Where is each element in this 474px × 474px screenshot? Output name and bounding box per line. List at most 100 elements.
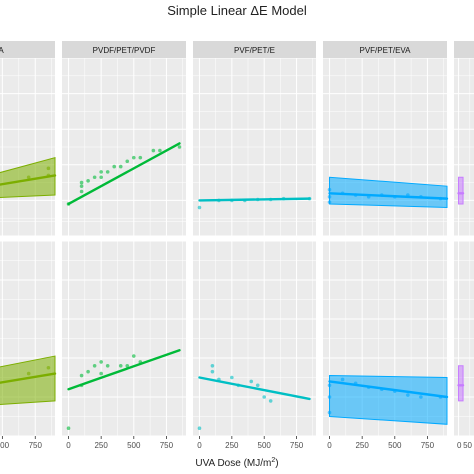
data-point <box>327 410 332 415</box>
x-tick-label: 500 <box>0 441 10 450</box>
data-point <box>340 377 345 382</box>
facet-strip <box>0 41 55 58</box>
x-tick-label: 750 <box>29 441 43 450</box>
data-point <box>327 383 332 388</box>
regression-line <box>67 349 181 391</box>
data-point <box>125 159 130 164</box>
data-point <box>327 187 332 192</box>
data-point <box>46 166 51 171</box>
facet-strip <box>193 41 316 58</box>
facet-strip <box>454 41 474 58</box>
data-point <box>105 170 110 174</box>
data-point <box>125 364 130 368</box>
data-point <box>406 393 410 397</box>
facet-panel <box>323 221 449 437</box>
data-point <box>92 175 97 180</box>
data-point <box>118 364 123 368</box>
data-point <box>197 205 202 210</box>
data-point <box>138 155 143 160</box>
x-tick-label: 500 <box>127 441 141 450</box>
data-point <box>99 371 103 376</box>
data-point <box>26 175 31 180</box>
data-point <box>79 189 84 194</box>
data-point <box>210 364 215 368</box>
data-point <box>158 148 162 153</box>
x-tick-label: 250 <box>355 441 369 450</box>
data-point <box>99 175 103 180</box>
data-point <box>255 383 260 388</box>
data-point <box>79 184 84 188</box>
confidence-band <box>458 365 464 402</box>
x-tick-label: 250 <box>225 441 239 450</box>
x-axis-label-superscript: 2 <box>271 457 275 464</box>
data-point <box>99 170 103 174</box>
regression-line <box>198 376 311 401</box>
data-point <box>118 164 123 169</box>
data-point <box>105 364 110 368</box>
chart-title: Simple Linear ΔE Model <box>167 3 307 18</box>
facet-strip-label: PVDF/PET/PVDF <box>93 46 156 55</box>
facet-strip-label: T/EVA <box>0 46 4 55</box>
facet-panel <box>62 221 186 437</box>
data-point <box>419 395 423 399</box>
data-point <box>210 369 215 374</box>
data-point <box>327 195 332 199</box>
confidence-band <box>458 176 464 205</box>
regression-line <box>328 380 449 399</box>
facet-panel: PVF/PET/EVA <box>323 39 449 237</box>
data-point <box>151 148 156 153</box>
x-tick-label: 0 <box>327 441 332 450</box>
data-point <box>262 395 267 399</box>
data-point <box>197 426 202 431</box>
x-tick-label: 750 <box>290 441 304 450</box>
facet-panel <box>454 39 474 237</box>
facet-panel <box>193 221 316 437</box>
data-point <box>99 360 103 364</box>
x-tick-label: 500 <box>388 441 402 450</box>
regression-line <box>198 197 311 202</box>
x-tick-label: 50 <box>463 441 472 450</box>
x-axis-ticks: 500750025050075002505007500250500750050 <box>0 436 473 450</box>
x-tick-label: 250 <box>94 441 108 450</box>
data-point <box>79 373 84 378</box>
facet-panel <box>0 221 57 437</box>
x-tick-label: 750 <box>160 441 174 450</box>
data-point <box>26 371 31 376</box>
x-tick-label: 0 <box>66 441 71 450</box>
x-axis-label-main: UVA Dose (MJ/m <box>195 458 271 469</box>
data-point <box>327 395 332 399</box>
confidence-band <box>329 176 448 209</box>
data-point <box>92 364 97 368</box>
data-point <box>268 399 273 403</box>
facet-panel: T/EVA <box>0 39 57 237</box>
data-point <box>230 375 234 380</box>
data-point <box>249 379 254 384</box>
regression-line <box>0 174 57 186</box>
facet-panel: PVDF/PET/PVDF <box>62 39 186 237</box>
data-point <box>131 354 136 358</box>
x-axis-label-tail: ) <box>275 458 278 469</box>
data-point <box>46 365 51 370</box>
facet-panel <box>454 221 474 437</box>
facet-strip <box>62 41 186 58</box>
data-point <box>66 426 71 431</box>
regression-line <box>328 192 449 200</box>
facet-strip <box>323 41 447 58</box>
data-point <box>327 200 332 204</box>
x-tick-label: 0 <box>197 441 202 450</box>
x-tick-label: 500 <box>258 441 272 450</box>
x-axis-label: UVA Dose (MJ/m2) <box>195 457 278 469</box>
facet-panel: PVF/PET/E <box>193 39 316 237</box>
facet-strip-label: PVF/PET/E <box>234 46 275 55</box>
data-point <box>131 155 136 160</box>
confidence-band <box>0 355 56 406</box>
facet-strip-label: PVF/PET/EVA <box>360 46 412 55</box>
confidence-band <box>329 375 448 425</box>
data-point <box>177 145 182 149</box>
data-point <box>86 369 90 374</box>
data-point <box>112 164 117 169</box>
x-tick-label: 0 <box>457 441 462 450</box>
regression-line <box>0 372 57 384</box>
panel-grid: T/EVA PVDF/PET/PVDF PVF/PET/E PVF/PET/EVA <box>0 39 474 437</box>
data-point <box>86 179 90 183</box>
